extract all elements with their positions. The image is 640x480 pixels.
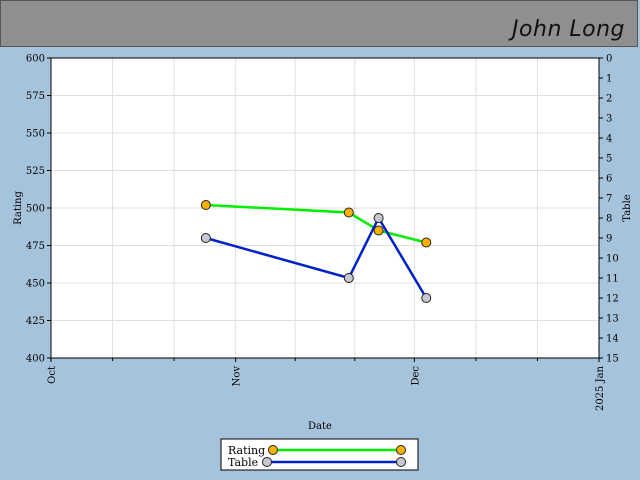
x-tick-label: 2025 Jan (595, 365, 606, 411)
y2-axis-title: Table (622, 194, 633, 221)
y-tick-label: 600 (26, 54, 45, 65)
y-tick-label: 575 (26, 91, 45, 102)
legend-marker-rating (396, 445, 406, 455)
x-tick-label: Nov (232, 366, 243, 387)
y2-tick-label: 4 (606, 134, 612, 145)
series-point-rating (343, 207, 354, 218)
series-point-table (421, 293, 432, 303)
x-axis-title: Date (308, 421, 332, 432)
x-tick-label: Dec (410, 366, 421, 386)
legend-marker-table (262, 457, 272, 467)
y2-tick-label: 13 (606, 314, 619, 325)
y-tick-label: 450 (26, 279, 45, 290)
y2-tick-label: 8 (606, 214, 612, 225)
legend-label: Table (228, 456, 258, 469)
series-point-table (373, 213, 384, 223)
y2-tick-label: 5 (606, 154, 612, 165)
series-point-rating (421, 237, 432, 248)
series-point-rating (373, 225, 384, 236)
legend-marker-rating (268, 445, 278, 455)
y2-tick-label: 11 (606, 274, 619, 285)
series-point-table (343, 273, 354, 283)
y2-tick-label: 3 (606, 114, 612, 125)
series-point-rating (200, 200, 211, 210)
series-point-table (200, 233, 211, 243)
y-tick-label: 425 (26, 316, 45, 327)
series-line-table (205, 215, 428, 299)
y2-tick-label: 10 (606, 254, 619, 265)
header-bar: John Long (0, 0, 638, 47)
x-tick-label: Oct (47, 366, 58, 384)
y-tick-label: 400 (26, 354, 45, 365)
y-tick-label: 525 (26, 166, 45, 177)
y2-tick-label: 2 (606, 94, 612, 105)
legend-marker-table (396, 457, 406, 467)
legend-box (220, 438, 419, 471)
y-tick-label: 550 (26, 129, 45, 140)
y2-tick-label: 12 (606, 294, 619, 305)
player-name: John Long (512, 17, 625, 42)
y2-tick-label: 7 (606, 194, 612, 205)
y2-tick-label: 14 (606, 334, 619, 345)
y-tick-label: 475 (26, 241, 45, 252)
y-tick-label: 500 (26, 204, 45, 215)
y2-tick-label: 1 (606, 74, 612, 85)
y2-tick-label: 9 (606, 234, 612, 245)
y2-tick-label: 0 (606, 54, 612, 65)
y-axis-title: Rating (13, 191, 24, 225)
y2-tick-label: 15 (606, 354, 619, 365)
legend-label: Rating (228, 444, 265, 457)
y2-tick-label: 6 (606, 174, 612, 185)
series-line-rating (205, 203, 427, 244)
